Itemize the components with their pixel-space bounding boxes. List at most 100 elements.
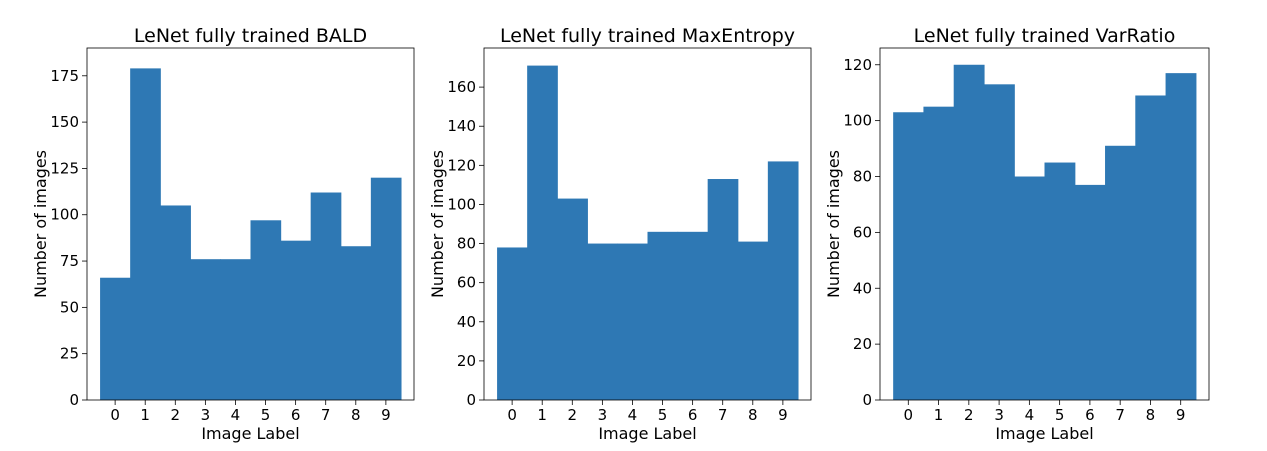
varratio-ytick-label: 120 [843, 56, 872, 74]
varratio-xtick-label: 7 [1115, 406, 1125, 424]
bald-xtick-label: 0 [110, 406, 120, 424]
varratio-ytick-label: 40 [853, 279, 872, 297]
varratio-bar-7 [1105, 145, 1136, 400]
maxentropy-xtick-label: 8 [748, 406, 758, 424]
maxentropy-xtick-label: 3 [598, 406, 608, 424]
varratio-xtick-label: 2 [964, 406, 974, 424]
varratio-xtick-label: 0 [904, 406, 914, 424]
bald-bar-3 [190, 259, 222, 400]
varratio-xtick-label: 5 [1055, 406, 1065, 424]
varratio-xtick-label: 1 [934, 406, 944, 424]
bald-bar-0 [100, 277, 131, 400]
maxentropy-bar-7 [707, 179, 739, 400]
bald-xtick-label: 2 [171, 406, 181, 424]
maxentropy-xtick-label: 2 [568, 406, 578, 424]
maxentropy-ytick-label: 60 [457, 274, 476, 292]
varratio-bar-9 [1165, 73, 1197, 400]
bald-bar-8 [340, 246, 372, 400]
bald-ytick-label: 175 [50, 67, 79, 85]
varratio-bar-5 [1044, 162, 1076, 400]
bald-xtick-label: 6 [291, 406, 301, 424]
bald-bar-1 [130, 68, 161, 400]
bald-ytick-label: 125 [50, 159, 79, 177]
maxentropy-bar-8 [737, 241, 769, 400]
maxentropy-bar-5 [647, 231, 679, 400]
maxentropy-bar-3 [587, 243, 619, 400]
maxentropy-xtick-label: 7 [718, 406, 728, 424]
bald-bar-5 [250, 220, 282, 400]
maxentropy-ytick-label: 0 [466, 391, 476, 409]
varratio-ytick-label: 100 [843, 112, 872, 130]
bald-ytick-label: 100 [50, 206, 79, 224]
bald-bar-4 [220, 259, 252, 400]
varratio-ytick-label: 80 [853, 168, 872, 186]
bald-ytick-label: 25 [60, 345, 79, 363]
varratio-xtick-label: 4 [1025, 406, 1035, 424]
varratio-xtick-label: 8 [1146, 406, 1156, 424]
maxentropy-bar-1 [527, 65, 558, 400]
maxentropy-xtick-label: 6 [688, 406, 698, 424]
bald-x-axis-label: Image Label [201, 424, 299, 443]
varratio-plot-frame [879, 47, 1210, 401]
maxentropy-bar-9 [767, 161, 799, 400]
varratio-bar-8 [1135, 95, 1167, 401]
maxentropy-plot-frame [483, 47, 812, 401]
bald-y-axis-label: Number of images [31, 150, 50, 298]
bald-ytick-label: 75 [60, 252, 79, 270]
maxentropy-ytick-label: 160 [447, 78, 476, 96]
maxentropy-xtick-label: 5 [658, 406, 668, 424]
bald-xtick-label: 7 [321, 406, 331, 424]
maxentropy-chart-title: LeNet fully trained MaxEntropy [500, 25, 795, 47]
bald-plot-frame [86, 47, 415, 401]
maxentropy-xtick-label: 4 [628, 406, 638, 424]
bald-ytick-label: 0 [69, 391, 79, 409]
varratio-xtick-label: 6 [1085, 406, 1095, 424]
bald-xtick-label: 1 [140, 406, 150, 424]
varratio-bar-0 [893, 112, 925, 400]
bald-bar-6 [280, 240, 312, 400]
varratio-xtick-label: 9 [1176, 406, 1186, 424]
maxentropy-xtick-label: 1 [537, 406, 547, 424]
maxentropy-ytick-label: 80 [457, 235, 476, 253]
maxentropy-bar-0 [497, 247, 528, 400]
maxentropy-ytick-label: 100 [447, 195, 476, 213]
bald-chart-title: LeNet fully trained BALD [134, 25, 367, 47]
bald-xtick-label: 4 [231, 406, 241, 424]
maxentropy-x-axis-label: Image Label [598, 424, 696, 443]
maxentropy-ytick-label: 20 [457, 352, 476, 370]
bald-bar-2 [160, 205, 191, 400]
bald-xtick-label: 8 [351, 406, 361, 424]
maxentropy-ytick-label: 40 [457, 313, 476, 331]
bald-bar-7 [310, 192, 342, 400]
varratio-bar-6 [1074, 184, 1106, 400]
bald-xtick-label: 5 [261, 406, 271, 424]
maxentropy-chart-panel: 0 20 40 60 80 100 120 140 160 0 1 2 3 4 5 6 7 8 9 LeNet ful… [428, 25, 812, 443]
varratio-x-axis-label: Image Label [995, 424, 1093, 443]
varratio-y-axis-label: Number of images [824, 150, 843, 298]
maxentropy-bar-6 [677, 231, 709, 400]
maxentropy-ytick-label: 140 [447, 117, 476, 135]
bald-bar-9 [370, 177, 402, 400]
varratio-ytick-label: 0 [862, 391, 872, 409]
bald-chart-panel: 0 25 50 75 100 125 150 175 0 1 2 3 4 5 6 7 8 9 LeNet fully… [31, 25, 415, 443]
varratio-bar-1 [923, 106, 955, 401]
bald-xtick-label: 3 [201, 406, 211, 424]
maxentropy-xtick-label: 9 [778, 406, 788, 424]
varratio-chart-title: LeNet fully trained VarRatio [914, 25, 1176, 47]
maxentropy-xtick-label: 0 [507, 406, 517, 424]
varratio-bar-3 [983, 84, 1015, 400]
varratio-ytick-label: 60 [853, 223, 872, 241]
varratio-bar-2 [953, 64, 985, 400]
bald-ytick-label: 150 [50, 113, 79, 131]
varratio-chart-panel: 0 20 40 60 80 100 120 0 1 2 3 4 5 6 7 8 9 LeNet fully tra… [824, 25, 1210, 443]
maxentropy-bar-2 [557, 198, 588, 400]
varratio-xtick-label: 3 [994, 406, 1004, 424]
maxentropy-ytick-label: 120 [447, 156, 476, 174]
varratio-ytick-label: 20 [853, 335, 872, 353]
varratio-bar-4 [1014, 176, 1046, 400]
bald-xtick-label: 9 [381, 406, 391, 424]
maxentropy-bar-4 [617, 243, 649, 400]
maxentropy-y-axis-label: Number of images [428, 150, 447, 298]
bald-ytick-label: 50 [60, 298, 79, 316]
